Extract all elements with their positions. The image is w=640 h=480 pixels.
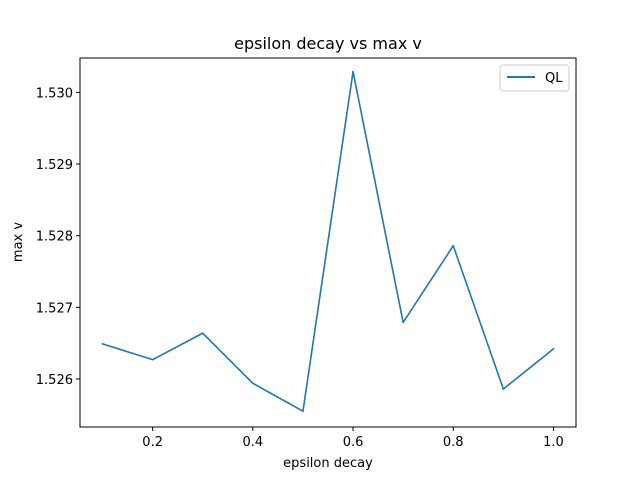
y-axis-ticks: 1.526 1.527 1.528 1.529 1.530 <box>36 86 80 388</box>
y-tick-label: 1.527 <box>36 301 73 316</box>
x-tick-label: 0.8 <box>443 435 464 450</box>
legend-label-ql: QL <box>545 71 563 86</box>
data-point <box>452 244 455 247</box>
y-axis-label: max v <box>11 222 26 262</box>
data-point <box>201 332 204 334</box>
series-layer <box>101 70 555 413</box>
data-point <box>252 382 254 385</box>
data-point <box>402 321 404 324</box>
data-point <box>552 348 555 350</box>
data-point <box>352 70 354 73</box>
data-point <box>101 343 104 345</box>
data-point <box>302 410 304 413</box>
plot-area-frame <box>79 57 577 428</box>
x-tick-label: 0.4 <box>243 435 264 450</box>
data-point <box>502 388 505 390</box>
x-axis-ticks: 0.2 0.4 0.6 0.8 1.0 <box>142 427 564 450</box>
y-tick-label: 1.529 <box>36 158 73 173</box>
data-point <box>151 358 154 361</box>
y-tick-label: 1.528 <box>36 230 73 245</box>
x-tick-label: 0.6 <box>343 435 364 450</box>
legend: QL <box>499 64 570 92</box>
chart-title: epsilon decay vs max v <box>234 34 422 53</box>
series-line-ql <box>101 70 555 413</box>
y-tick-label: 1.530 <box>36 86 73 101</box>
x-axis-label: epsilon decay <box>283 456 373 471</box>
y-tick-label: 1.526 <box>36 373 73 388</box>
x-tick-label: 0.2 <box>142 435 163 450</box>
x-tick-label: 1.0 <box>543 435 564 450</box>
